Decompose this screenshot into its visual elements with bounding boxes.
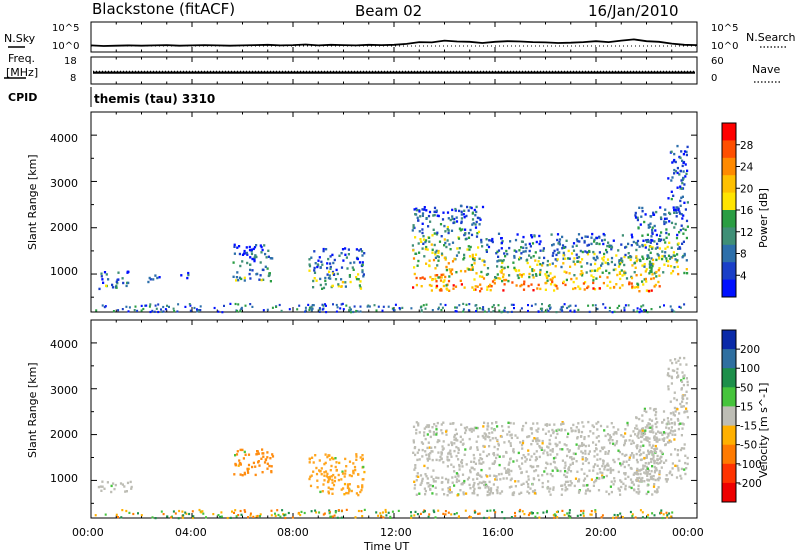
velocity-region-5 [666,356,689,410]
power-frame [90,111,698,313]
power-region-1 [147,274,161,284]
velocity-colorbar-swatch-7 [722,463,736,484]
power-y-tick-4000: 4000 [50,132,78,145]
freq-unit: [MHz] [6,66,38,79]
beam-title: Beam 02 [355,2,422,20]
velocity-region-2 [308,453,366,497]
power-colorbar-tick-1: 24 [740,162,754,174]
nsky-tick-top: 10^5 [52,23,79,34]
power-colorbar-swatch-7 [722,244,736,263]
cpid-value: themis (tau) 3310 [94,92,215,106]
velocity-colorbar-frame [721,329,737,503]
noise-sky-series [90,38,698,47]
power-y-tick-3000: 3000 [50,177,78,190]
vel-frame [90,319,698,519]
power-y-tick-2000: 2000 [50,221,78,234]
station-title: Blackstone (fitACF) [92,0,235,18]
velocity-y-tick-4000: 4000 [50,338,78,351]
power-region-5 [411,204,485,293]
x-tick-2400: 00:00 [672,526,704,539]
velocity-colorbar-tick-6: -100 [738,459,762,471]
nave-tick-bottom: 0 [711,73,717,84]
power-colorbar-swatch-2 [722,157,736,176]
velocity-colorbar-swatch-8 [722,482,736,503]
power-colorbar-swatch-5 [722,210,736,228]
velocity-panel [94,356,689,520]
velocity-y-axis-label: Slant Range [km] [26,362,39,458]
velocity-colorbar-tick-3: 15 [740,401,753,413]
power-region-3 [232,243,274,283]
velocity-colorbar-tick-7: -200 [738,478,762,490]
velocity-region-3 [412,420,662,497]
velocity-colorbar-tick-0: 200 [740,344,760,356]
frequency-panel [93,70,695,74]
power-region-8 [667,144,689,207]
colorbars: 28 24 20 16 12 8 4 200 100 50 15 -15 -50 -100 -200 [721,122,762,503]
x-tick-2000: 20:00 [585,526,617,539]
velocity-colorbar-swatch-3 [722,387,736,407]
nsearch-tick-bottom: 10^0 [711,41,738,52]
velocity-colorbar-swatch-2 [722,368,736,388]
freq-label: Freq. [8,52,35,65]
power-y-tick-1000: 1000 [50,265,78,278]
x-tick-0400: 04:00 [175,526,207,539]
power-near-range-scatter [95,302,686,314]
date-title: 16/Jan/2010 [588,2,679,20]
power-colorbar-swatch-0 [722,123,736,141]
velocity-colorbar-tick-5: -50 [740,440,757,452]
freq-tick-bottom: 8 [70,73,76,84]
power-panel [95,144,689,314]
x-tick-1600: 16:00 [482,526,514,539]
velocity-colorbar-tick-2: 50 [740,382,753,394]
power-region-0 [98,270,130,291]
power-colorbar-tick-0: 28 [740,140,753,152]
power-colorbar-tick-4: 12 [740,227,753,239]
power-y-axis-label: Slant Range [km] [26,154,39,250]
velocity-region-0 [97,480,133,494]
power-region-7 [634,206,689,277]
nave-label: Nave [752,63,780,76]
power-colorbar-label: Power [dB] [757,188,770,248]
nave-tick-top: 60 [711,56,724,67]
velocity-y-tick-1000: 1000 [50,472,78,485]
x-tick-1200: 12:00 [380,526,412,539]
x-tick-0800: 08:00 [277,526,309,539]
nsky-tick-bottom: 10^0 [52,41,79,52]
velocity-near-range-scatter [94,508,674,520]
nsky-label: N.Sky [4,32,36,45]
power-colorbar-swatch-9 [722,279,736,298]
power-colorbar-swatch-6 [722,227,736,246]
velocity-colorbar-swatch-0 [722,330,736,350]
velocity-colorbar-swatch-1 [722,349,736,369]
power-colorbar-tick-2: 20 [740,183,753,195]
x-axis-label: Time UT [363,540,409,553]
nsearch-label: N.Search [746,31,796,44]
power-colorbar-swatch-3 [722,175,736,194]
power-region-4 [308,247,366,290]
velocity-colorbar-swatch-6 [722,444,736,465]
power-colorbar-tick-6: 4 [740,270,747,282]
velocity-colorbar-label: Velocity [m s^-1] [757,383,770,478]
velocity-y-tick-3000: 3000 [50,384,78,397]
velocity-colorbar-tick-1: 100 [740,363,760,375]
power-region-6 [482,232,662,293]
power-colorbar-swatch-8 [722,262,736,281]
velocity-y-tick-2000: 2000 [50,428,78,441]
velocity-region-4 [634,407,689,483]
power-colorbar-tick-3: 16 [740,205,754,217]
freq-tick-top: 18 [64,56,77,67]
power-colorbar-tick-5: 8 [740,249,747,261]
cpid-label: CPID [8,91,37,104]
x-tick-0000: 00:00 [72,526,104,539]
power-colorbar-swatch-4 [722,192,736,211]
nsearch-tick-top: 10^5 [711,23,738,34]
velocity-colorbar-swatch-5 [722,425,736,446]
velocity-region-1 [233,448,275,477]
power-colorbar-swatch-1 [722,140,736,159]
velocity-colorbar-tick-4: -15 [740,421,757,433]
noise-panel [90,38,698,47]
power-region-2 [180,271,190,280]
velocity-colorbar-swatch-4 [722,406,736,426]
